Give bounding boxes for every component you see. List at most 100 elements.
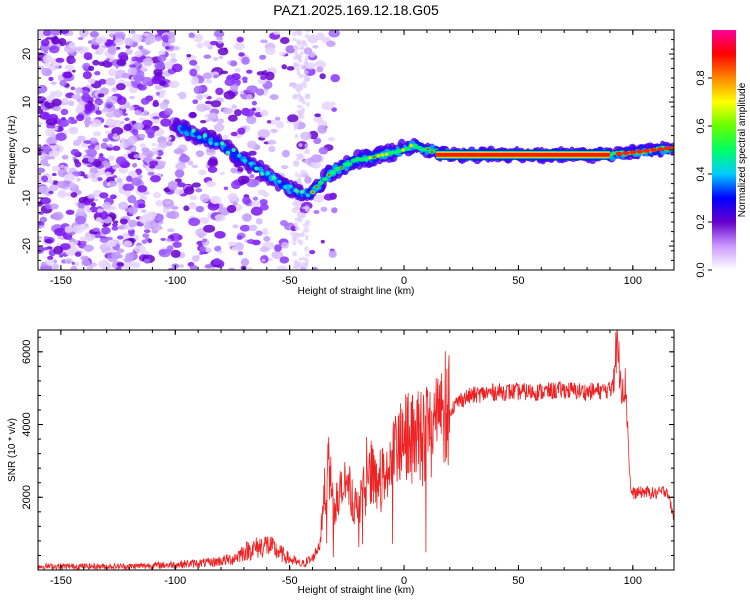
- spectrogram-heatmap: [38, 30, 674, 270]
- noise-speck: [304, 143, 309, 148]
- noise-speck: [130, 30, 136, 35]
- noise-speck: [204, 100, 213, 105]
- noise-speck: [38, 121, 43, 126]
- noise-speck: [127, 195, 137, 204]
- noise-speck: [68, 181, 76, 189]
- noise-speck: [269, 119, 277, 125]
- noise-speck: [151, 142, 157, 147]
- noise-speck: [305, 93, 310, 99]
- noise-speck: [296, 87, 302, 93]
- noise-speck: [112, 108, 123, 118]
- y-tick-label: 4000: [21, 412, 33, 436]
- noise-speck: [101, 107, 109, 113]
- noise-speck: [59, 191, 65, 196]
- noise-speck: [207, 158, 219, 167]
- noise-speck: [72, 225, 84, 234]
- ridge-hot: [373, 156, 376, 159]
- noise-speck: [246, 115, 257, 125]
- y-tick-label: 10: [21, 96, 33, 108]
- noise-speck: [116, 235, 124, 240]
- ridge-hot: [288, 184, 293, 189]
- noise-speck: [165, 46, 170, 50]
- noise-speck: [112, 145, 121, 151]
- noise-speck: [305, 55, 309, 61]
- noise-speck: [223, 90, 236, 100]
- noise-speck: [327, 137, 336, 142]
- noise-speck: [294, 162, 299, 168]
- noise-speck: [330, 74, 341, 83]
- noise-speck: [166, 228, 175, 233]
- ridge-hot: [214, 142, 219, 147]
- noise-speck: [246, 85, 259, 94]
- noise-speck: [279, 219, 288, 227]
- noise-speck: [303, 47, 313, 55]
- noise-speck: [255, 230, 263, 236]
- noise-speck: [312, 267, 318, 270]
- noise-speck: [176, 182, 186, 188]
- noise-speck: [130, 177, 143, 186]
- noise-speck: [172, 241, 182, 248]
- noise-speck: [41, 175, 49, 183]
- noise-speck: [256, 71, 265, 76]
- x-tick-label: -100: [164, 575, 186, 587]
- x-tick-label: -100: [164, 275, 186, 287]
- noise-speck: [297, 83, 303, 88]
- noise-speck: [236, 36, 244, 43]
- noise-speck: [192, 255, 200, 262]
- noise-speck: [83, 52, 93, 61]
- noise-speck: [137, 84, 147, 91]
- noise-speck: [186, 53, 192, 58]
- noise-speck: [215, 87, 224, 96]
- noise-speck: [152, 175, 158, 181]
- noise-speck: [104, 171, 112, 178]
- noise-speck: [248, 224, 258, 232]
- noise-speck: [281, 149, 290, 158]
- x-tick-label: 50: [512, 575, 524, 587]
- noise-speck: [124, 37, 134, 46]
- noise-speck: [143, 258, 151, 264]
- noise-speck: [295, 63, 301, 68]
- noise-speck: [259, 198, 268, 206]
- ridge-hot: [282, 184, 288, 189]
- noise-speck: [80, 255, 90, 261]
- noise-speck: [170, 52, 176, 58]
- noise-speck: [85, 236, 93, 241]
- noise-speck: [134, 50, 143, 58]
- noise-speck: [49, 180, 54, 185]
- noise-speck: [179, 154, 190, 163]
- noise-speck: [303, 61, 308, 66]
- noise-speck: [167, 31, 176, 39]
- spectrogram-x-label: Height of straight line (km): [298, 286, 415, 297]
- noise-speck: [109, 194, 117, 200]
- noise-speck: [207, 201, 220, 211]
- y-tick-label: 0: [21, 147, 33, 153]
- x-tick-label: -150: [50, 275, 72, 287]
- noise-speck: [95, 48, 105, 56]
- noise-speck: [312, 45, 319, 49]
- noise-speck: [263, 235, 271, 242]
- noise-speck: [56, 180, 69, 189]
- noise-speck: [295, 67, 300, 72]
- noise-speck: [141, 76, 153, 86]
- noise-speck: [132, 162, 138, 168]
- noise-speck: [237, 251, 244, 256]
- ridge-hot: [643, 148, 651, 153]
- noise-speck: [223, 186, 229, 191]
- noise-speck: [304, 258, 309, 262]
- noise-speck: [305, 30, 310, 33]
- noise-speck: [237, 127, 246, 135]
- noise-speck: [178, 264, 185, 268]
- noise-speck: [331, 107, 337, 112]
- noise-speck: [156, 156, 162, 160]
- y-tick-label: 6000: [21, 340, 33, 364]
- ridge-hot: [311, 191, 314, 194]
- ridge-hot: [277, 179, 282, 184]
- noise-speck: [111, 251, 122, 259]
- noise-speck: [154, 61, 165, 70]
- noise-speck: [199, 217, 210, 224]
- noise-speck: [45, 127, 55, 137]
- noise-speck: [296, 211, 302, 215]
- noise-speck: [189, 195, 198, 201]
- noise-speck: [271, 250, 284, 260]
- noise-speck: [303, 70, 309, 75]
